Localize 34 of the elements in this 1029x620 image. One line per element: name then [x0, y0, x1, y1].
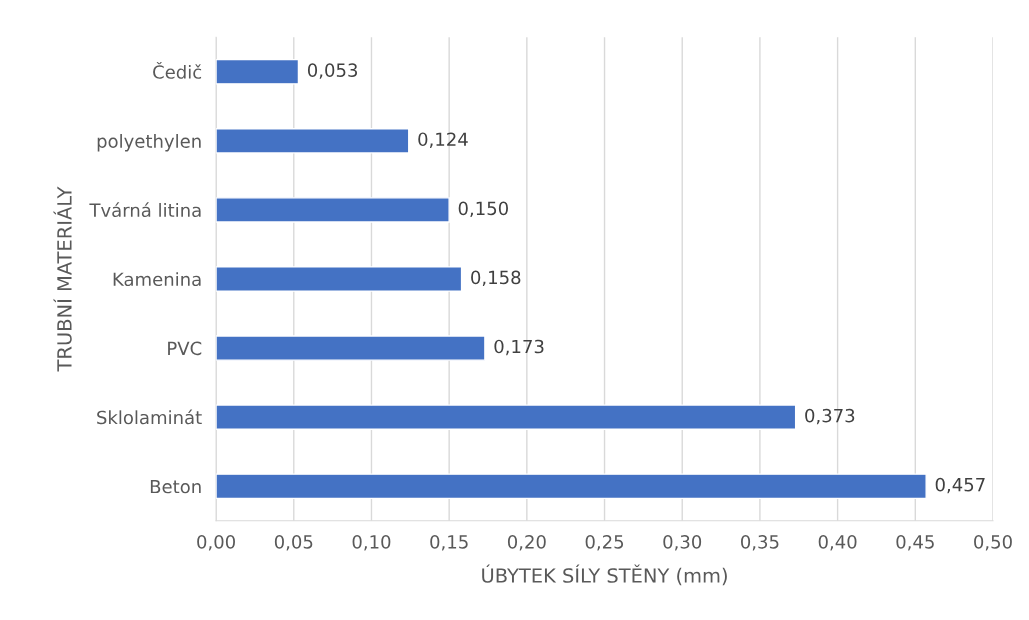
bar: [216, 128, 410, 154]
x-tick-label: 0,25: [585, 535, 624, 551]
x-axis-title: ÚBYTEK SÍLY STĚNY (mm): [482, 564, 727, 586]
y-tick-label: polyethylen: [97, 133, 201, 152]
x-tick-label: 0,35: [741, 535, 779, 551]
bar: [216, 58, 300, 85]
data-label: 0,173: [494, 339, 544, 356]
bar: [216, 473, 927, 500]
x-tick-label: 0,40: [818, 535, 857, 551]
y-tick-label: Beton: [150, 479, 201, 494]
data-label: 0,150: [458, 201, 508, 217]
x-tick-label: 0,30: [663, 535, 702, 551]
y-tick-label: Sklolaminát: [97, 409, 202, 425]
x-tick-label: 0,50: [974, 535, 1012, 551]
data-label: 0,053: [307, 63, 358, 79]
y-axis-title: TRUBNÍ MATERIÁLY: [53, 186, 72, 372]
x-tick-label: 0,00: [197, 535, 235, 551]
bar: [216, 404, 797, 430]
y-tick-label: Čedič: [153, 61, 202, 79]
data-label: 0,158: [471, 270, 521, 287]
data-label: 0,124: [418, 132, 468, 148]
y-tick-label: Kamenina: [113, 272, 201, 287]
bar: [216, 335, 486, 361]
y-tick-label: PVC: [168, 341, 202, 356]
x-tick-label: 0,45: [896, 535, 934, 551]
x-tick-label: 0,05: [274, 535, 313, 551]
x-tick-label: 0,10: [352, 535, 391, 551]
x-tick-label: 0,20: [507, 535, 546, 551]
bar: [216, 197, 450, 223]
bar: [216, 266, 463, 292]
data-label: 0,457: [935, 477, 985, 494]
data-label: 0,373: [805, 408, 855, 425]
y-tick-label: Tvárná litina: [89, 202, 201, 218]
x-tick-label: 0,15: [430, 535, 468, 551]
